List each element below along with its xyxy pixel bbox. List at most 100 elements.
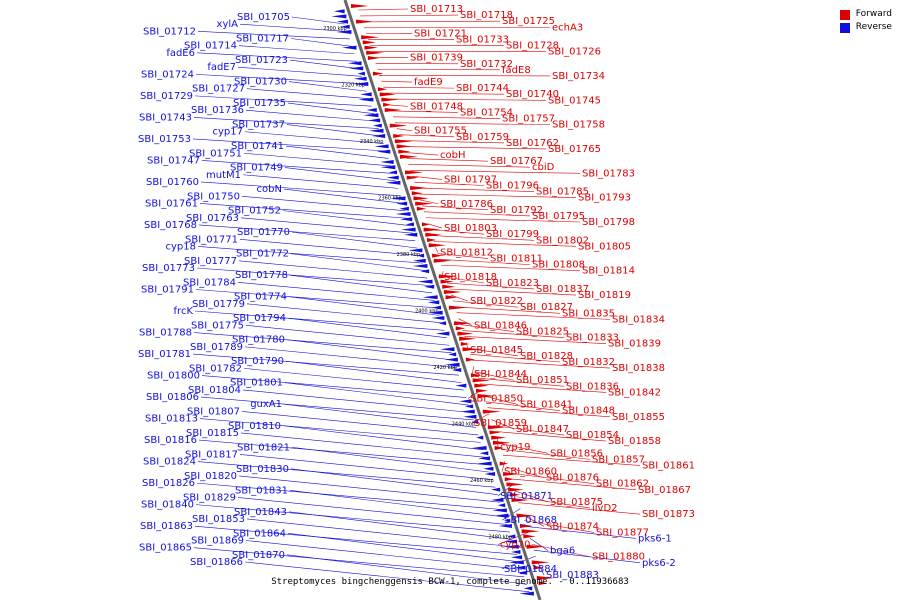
connector-line: [286, 124, 382, 137]
reverse-gene-arrow: [380, 160, 394, 164]
gene-label-left: SBI_01729: [140, 91, 193, 102]
connector-line: [288, 511, 513, 540]
forward-gene-arrow: [423, 227, 441, 232]
gene-label-left: SBI_01750: [187, 191, 240, 202]
reverse-gene-arrow: [497, 503, 506, 508]
gene-label-right: pks6-1: [638, 533, 672, 544]
gene-label-left: SBI_01780: [232, 335, 285, 346]
gene-label-left: fadE6: [166, 48, 195, 59]
gene-label-left: cyp18: [166, 241, 197, 252]
gene-label-right: SBI_01877: [596, 527, 649, 538]
gene-label-right: bga6: [550, 546, 575, 557]
connector-line: [200, 396, 474, 421]
connector-line: [433, 241, 577, 247]
forward-gene-arrow: [536, 576, 554, 580]
gene-label-right: SBI_01713: [410, 4, 463, 15]
reverse-gene-arrow: [511, 550, 521, 554]
connector-line: [237, 282, 435, 301]
forward-gene-arrow: [383, 102, 392, 107]
connector-line: [477, 377, 565, 387]
connector-line: [245, 540, 523, 570]
gene-label-left: SBI_01788: [139, 328, 192, 339]
figure-caption: Streptomyces bingchenggensis BCW-1, comp…: [271, 577, 629, 587]
forward-gene-arrow: [503, 472, 520, 476]
gene-label-left: SBI_01865: [139, 543, 192, 554]
gene-label-left: SBI_01779: [192, 299, 245, 310]
connector-line: [379, 74, 551, 77]
gene-label-right: SBI_01856: [550, 448, 603, 459]
gene-label-right: SBI_01858: [608, 436, 661, 447]
gene-label-left: SBI_01743: [139, 112, 192, 123]
gene-label-left: SBI_01869: [191, 535, 244, 546]
connector-line: [537, 561, 545, 576]
connector-line: [516, 496, 591, 509]
connector-line: [286, 554, 527, 585]
gene-label-left: SBI_01870: [232, 550, 285, 561]
connector-line: [194, 525, 518, 555]
connector-line: [289, 274, 433, 294]
reverse-gene-arrow: [490, 498, 504, 502]
axis-tick-label: 2420 kbp: [433, 365, 457, 371]
gene-label-right: SBI_01744: [456, 83, 509, 94]
connector-line: [282, 210, 411, 227]
reverse-gene-arrow: [405, 222, 414, 227]
forward-gene-arrow: [482, 409, 501, 414]
gene-label-right: SBI_01868: [504, 515, 557, 526]
forward-gene-arrow: [516, 513, 535, 518]
connector-line: [508, 472, 595, 485]
connector-line: [289, 59, 360, 70]
connector-line: [429, 229, 485, 235]
gene-label-left: SBI_01824: [143, 457, 196, 468]
connector-line: [358, 8, 409, 11]
connector-line: [243, 152, 391, 167]
connector-line: [493, 425, 565, 436]
gene-label-right: fadE9: [414, 77, 443, 88]
gene-label-right: SBI_01838: [612, 363, 665, 374]
forward-gene-arrow: [472, 378, 491, 383]
gene-label-left: SBI_01737: [232, 120, 285, 131]
reverse-gene-arrow: [353, 82, 369, 86]
reverse-gene-arrow: [404, 232, 418, 237]
connector-line: [437, 253, 489, 259]
gene-label-left: SBI_01761: [145, 198, 198, 209]
gene-label-left: SBI_01794: [233, 313, 286, 324]
gene-label-right: SBI_01734: [552, 71, 605, 82]
gene-label-left: SBI_01801: [230, 378, 283, 389]
gene-label-right: SBI_01822: [470, 296, 523, 307]
axis-tick-label: 2340 kbp: [360, 139, 384, 145]
reverse-gene-arrow: [401, 227, 416, 232]
connector-line: [196, 482, 503, 510]
connector-line: [460, 324, 515, 332]
forward-gene-arrow: [379, 92, 396, 97]
axis-tick-label: 2440 kbp: [452, 422, 476, 428]
forward-gene-arrow: [523, 534, 536, 539]
gene-label-right: SBI_01783: [582, 168, 635, 179]
gene-label-right: SBI_01718: [460, 10, 513, 21]
gene-label-left: cobN: [257, 184, 282, 195]
connector-line: [450, 294, 469, 302]
connector-line: [392, 116, 501, 119]
connector-line: [439, 259, 531, 265]
gene-label-right: cobH: [440, 150, 465, 161]
forward-gene-arrow: [381, 97, 399, 102]
connector-line: [416, 187, 535, 192]
connector-line: [391, 110, 459, 113]
gene-label-right: SBI_01725: [502, 16, 555, 27]
forward-gene-arrow: [442, 284, 456, 289]
connector-line: [197, 246, 423, 264]
connector-line: [246, 88, 370, 100]
gene-label-right: echA3: [552, 22, 583, 33]
reverse-gene-arrow: [508, 560, 524, 565]
gene-label-left: SBI_01772: [236, 249, 289, 260]
axis-tick-label: 2380 kbp: [397, 252, 421, 258]
connector-line: [475, 371, 515, 381]
connector-line: [287, 533, 520, 563]
reverse-gene-arrow: [372, 134, 386, 138]
forward-gene-arrow: [396, 144, 411, 149]
forward-gene-arrow: [427, 238, 437, 242]
gene-label-left: SBI_01730: [234, 77, 287, 88]
gene-label-right: SBI_01884: [504, 564, 557, 575]
connector-line: [471, 366, 475, 375]
gene-label-left: SBI_01705: [237, 12, 290, 23]
